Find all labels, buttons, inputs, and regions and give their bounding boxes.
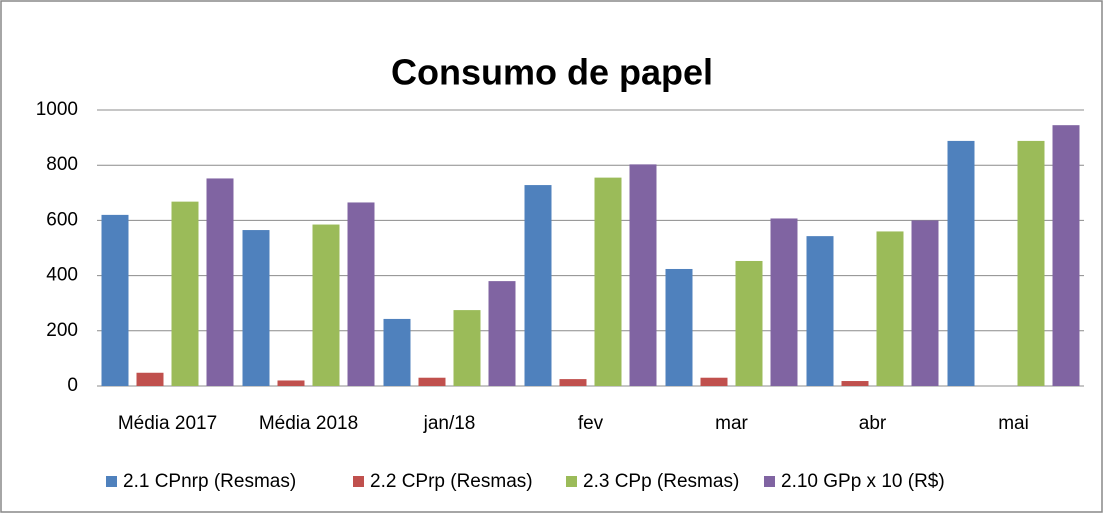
x-tick-label: jan/18 bbox=[423, 413, 476, 434]
bar bbox=[242, 230, 270, 386]
x-tick-label: fev bbox=[578, 413, 604, 434]
y-tick-label: 800 bbox=[46, 154, 78, 175]
y-tick-label: 200 bbox=[46, 320, 78, 341]
bar bbox=[594, 177, 622, 386]
bar bbox=[524, 185, 552, 386]
y-tick-label: 0 bbox=[67, 375, 78, 396]
legend-label: 2.1 CPnrp (Resmas) bbox=[123, 471, 296, 492]
bar bbox=[700, 377, 728, 386]
chart-title: Consumo de papel bbox=[391, 52, 713, 93]
bar bbox=[101, 214, 129, 386]
legend-swatch bbox=[353, 476, 364, 487]
y-tick-label: 600 bbox=[46, 209, 78, 230]
bar bbox=[947, 140, 975, 386]
bar bbox=[312, 224, 340, 386]
bar bbox=[206, 178, 234, 386]
x-tick-label: abr bbox=[859, 413, 887, 434]
bar bbox=[453, 310, 481, 386]
bar bbox=[1017, 140, 1045, 386]
legend-swatch bbox=[566, 476, 577, 487]
bar bbox=[911, 220, 939, 386]
bar bbox=[841, 381, 869, 386]
bar bbox=[665, 268, 693, 386]
bar bbox=[770, 218, 798, 386]
bar bbox=[277, 380, 305, 386]
bar bbox=[136, 372, 164, 386]
bar bbox=[876, 231, 904, 386]
bar bbox=[418, 377, 446, 386]
x-tick-label: mar bbox=[715, 413, 748, 434]
bar bbox=[488, 281, 516, 386]
bar bbox=[347, 202, 375, 386]
bar bbox=[559, 379, 587, 386]
y-tick-label: 1000 bbox=[36, 99, 78, 120]
legend-label: 2.2 CPrp (Resmas) bbox=[370, 471, 533, 492]
bar bbox=[383, 318, 411, 386]
legend-swatch bbox=[764, 476, 775, 487]
legend-label: 2.10 GPp x 10 (R$) bbox=[781, 471, 945, 492]
bar bbox=[171, 201, 199, 386]
y-tick-label: 400 bbox=[46, 265, 78, 286]
legend-swatch bbox=[106, 476, 117, 487]
bar bbox=[735, 260, 763, 386]
bar bbox=[1052, 125, 1080, 387]
bar bbox=[629, 164, 657, 386]
x-tick-label: mai bbox=[998, 413, 1029, 434]
bar bbox=[806, 236, 834, 386]
x-tick-label: Média 2018 bbox=[259, 413, 358, 434]
legend-label: 2.3 CPp (Resmas) bbox=[583, 471, 739, 492]
x-tick-label: Média 2017 bbox=[118, 413, 217, 434]
